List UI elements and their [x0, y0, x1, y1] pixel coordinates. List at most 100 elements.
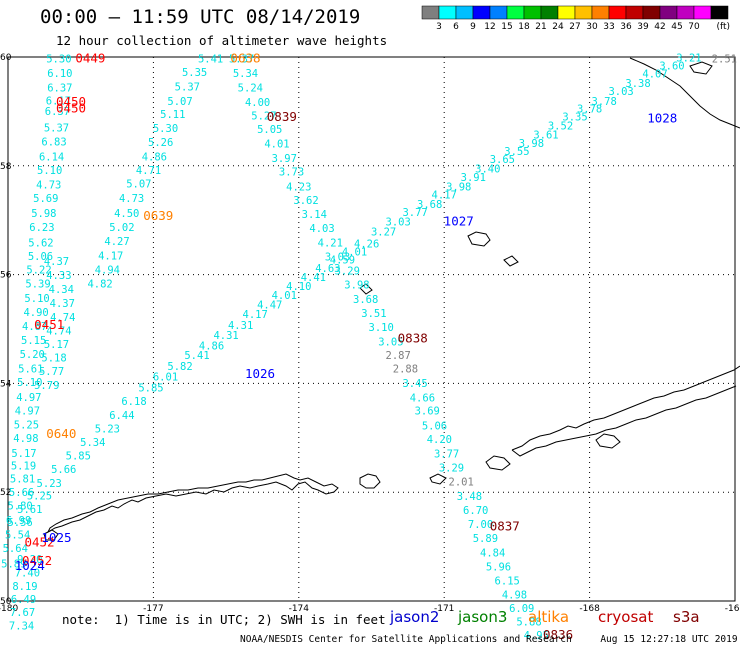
pass-time-label: 0836	[543, 627, 573, 642]
swh-value: 3.97	[272, 153, 297, 165]
swh-value: 5.81	[10, 473, 35, 485]
swh-value: 5.98	[31, 208, 56, 220]
swh-value: 3.48	[457, 491, 482, 503]
legend-label: 70	[688, 22, 700, 32]
swh-value: 5.89	[1, 558, 26, 570]
lat-tick: 58	[0, 162, 12, 172]
pass-time-label: 0450	[56, 94, 86, 109]
swh-value: 3.35	[562, 112, 587, 124]
map-title: 00:00 – 11:59 UTC 08/14/2019	[40, 6, 361, 28]
pass-time-label: 0449	[75, 50, 105, 65]
pass-time-label: 0638	[230, 50, 260, 65]
swh-value: 5.17	[11, 448, 36, 460]
swh-value: 4.34	[49, 284, 74, 296]
swh-value: 5.62	[28, 237, 53, 249]
small-island-2	[359, 283, 373, 295]
swh-value: 5.10	[37, 165, 62, 177]
swh-value: 5.54	[5, 529, 30, 541]
swh-value: 6.99	[6, 515, 31, 527]
coastline-layer	[43, 57, 740, 541]
swh-value: 5.85	[138, 383, 163, 395]
swh-value: 4.07	[642, 69, 667, 81]
swh-value: 3.45	[402, 378, 427, 390]
swh-value: 5.61	[18, 364, 43, 376]
legend-swatch	[472, 5, 491, 20]
swh-value: 5.23	[95, 423, 120, 435]
swh-value: 4.95	[524, 630, 549, 642]
swh-value: 5.88	[516, 616, 541, 628]
lat-tick: 56	[0, 271, 12, 281]
swh-value: 4.86	[199, 341, 224, 353]
swh-value: 4.26	[354, 238, 379, 250]
swh-value: 5.20	[20, 349, 45, 361]
swh-value: 4.86	[142, 151, 167, 163]
legend-label: 15	[501, 22, 512, 32]
swh-value: 4.98	[13, 433, 38, 445]
swh-value: 3.98	[519, 138, 544, 150]
swh-value: 6.49	[11, 594, 36, 606]
swh-value: 4.33	[46, 270, 71, 282]
swh-value: 5.35	[182, 67, 207, 79]
swh-value: 3.73	[279, 167, 304, 179]
island-small-1	[429, 473, 447, 485]
swh-value: 7.00	[468, 519, 493, 531]
island-ne	[689, 61, 713, 75]
swh-value: 6.70	[463, 505, 488, 517]
swh-value: 5.37	[229, 53, 254, 65]
swh-value: 5.79	[34, 380, 59, 392]
legend-swatch	[523, 5, 542, 20]
swh-value: 4.41	[301, 272, 326, 284]
swh-value: 3.62	[293, 195, 318, 207]
swh-value: 3.29	[335, 266, 360, 278]
swh-value: 5.41	[198, 53, 223, 65]
lon-tick: -180	[0, 604, 18, 614]
legend-swatch	[710, 5, 729, 20]
swh-value: 6.37	[47, 82, 72, 94]
island-small-2	[485, 455, 511, 471]
swh-value: 6.15	[495, 576, 520, 588]
lon-tick: -171	[434, 604, 454, 614]
swh-value: 4.74	[50, 312, 75, 324]
pass-time-label: 0838	[398, 331, 428, 346]
island-mid	[359, 473, 381, 489]
swh-value: 5.02	[109, 222, 134, 234]
legend-label: 42	[654, 22, 665, 32]
legend-swatch	[438, 5, 457, 20]
pass-time-label: 1026	[245, 366, 275, 381]
swh-value: 6.10	[47, 68, 72, 80]
pass-time-label: 0452	[22, 553, 52, 568]
swh-value: 4.27	[104, 236, 129, 248]
lat-tick: 52	[0, 488, 11, 498]
swh-value: 3.40	[475, 163, 500, 175]
pass-time-label: 0839	[267, 109, 297, 124]
legend-label: 45	[671, 22, 682, 32]
swh-value: 3.61	[533, 130, 558, 142]
swh-value: 5.56	[7, 517, 32, 529]
swh-value: 5.85	[66, 451, 91, 463]
legend-swatch	[574, 5, 593, 20]
legend-label: 30	[586, 22, 598, 32]
legend-label: 21	[535, 22, 546, 32]
legend-swatch	[421, 5, 440, 20]
swh-value: 4.97	[16, 392, 41, 404]
pass-time-label: 0640	[46, 426, 76, 441]
swh-value: 3.51	[361, 308, 386, 320]
swh-value: 7.67	[10, 607, 35, 619]
swh-value: 4.17	[243, 309, 268, 321]
swh-value: 5.05	[257, 124, 282, 136]
swh-value: 4.31	[213, 330, 238, 342]
swh-value: 3.14	[302, 209, 327, 221]
swh-value: 6.01	[153, 372, 178, 384]
footer-note: note: 1) Time is in UTC; 2) SWH is in fe…	[62, 612, 386, 627]
map-subtitle: 12 hour collection of altimeter wave hei…	[56, 33, 388, 48]
legend-unit: (ft)	[716, 22, 730, 32]
swh-value: 5.77	[39, 366, 64, 378]
swh-value: 4.63	[315, 263, 340, 275]
swh-value: 8.19	[12, 581, 37, 593]
alaska-peninsula	[511, 365, 740, 457]
swh-value: 5.06	[422, 421, 447, 433]
swh-value: 3.27	[371, 226, 396, 238]
sat-altika: altika	[528, 608, 570, 626]
swh-value: 5.69	[33, 193, 58, 205]
